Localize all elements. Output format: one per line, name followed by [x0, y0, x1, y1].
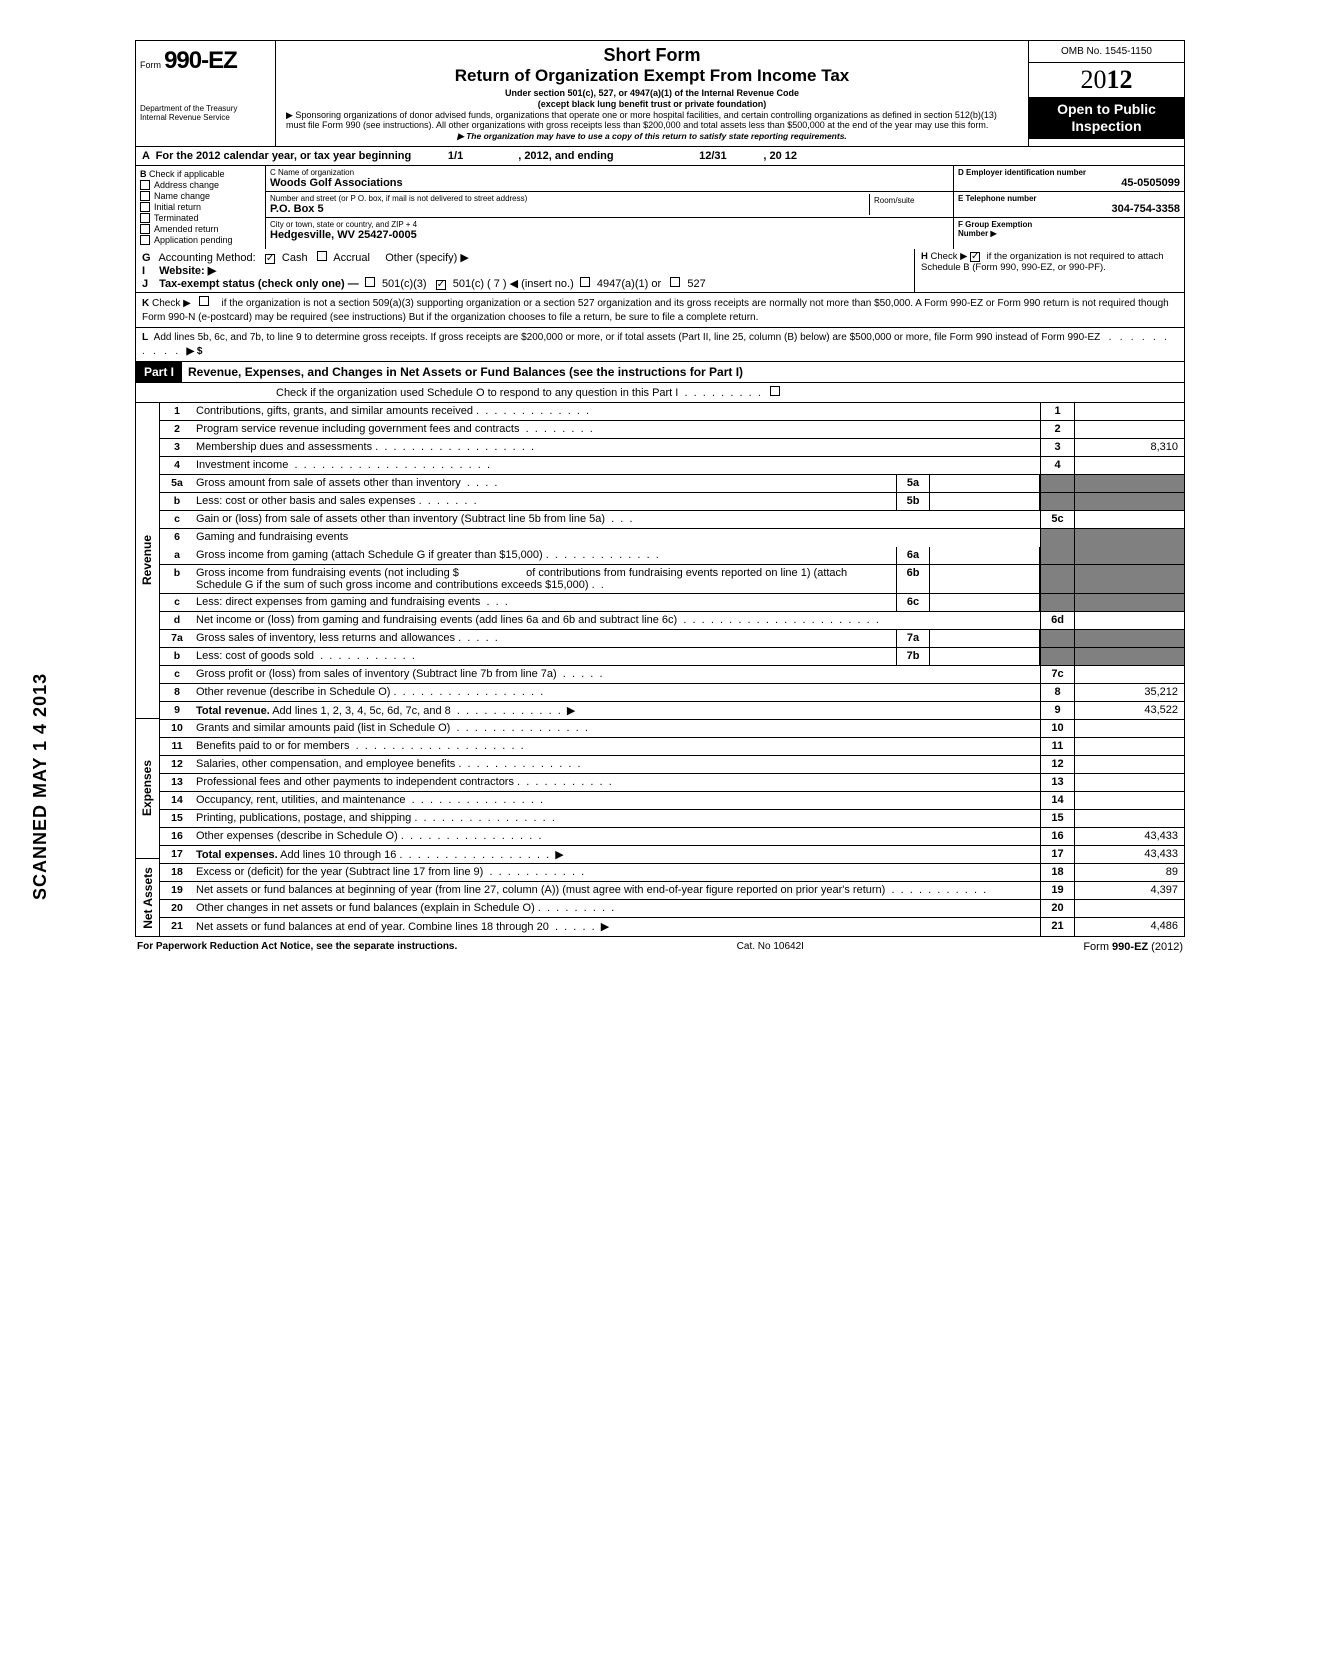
form-prefix: Form	[140, 60, 161, 70]
chk-501c[interactable]	[436, 280, 446, 290]
form-990ez: Form 990-EZ Department of the Treasury I…	[135, 40, 1185, 957]
part1-sub: Check if the organization used Schedule …	[135, 383, 1185, 403]
col-C: C Name of organization Woods Golf Associ…	[266, 166, 954, 249]
short-form-title: Short Form	[282, 45, 1022, 66]
row-GHIJ: G Accounting Method: Cash Accrual Other …	[135, 249, 1185, 293]
footer-left: For Paperwork Reduction Act Notice, see …	[137, 941, 457, 953]
header-right: OMB No. 1545-1150 2012 Open to Public In…	[1029, 41, 1184, 146]
footer-right: Form 990-EZ (2012)	[1083, 941, 1183, 953]
chk-schedule-b[interactable]	[970, 252, 980, 262]
tax-year: 2012	[1029, 63, 1184, 97]
chk-cash[interactable]	[265, 254, 275, 264]
chk-name-change[interactable]	[140, 191, 150, 201]
chk-527[interactable]	[670, 277, 680, 287]
chk-initial-return[interactable]	[140, 202, 150, 212]
val-16: 43,433	[1074, 828, 1184, 845]
chk-address-change[interactable]	[140, 180, 150, 190]
val-18: 89	[1074, 864, 1184, 881]
chk-schedule-o[interactable]	[770, 386, 780, 396]
dept-treasury: Department of the Treasury Internal Reve…	[140, 105, 271, 123]
part1-tag: Part I	[136, 362, 182, 382]
chk-4947[interactable]	[580, 277, 590, 287]
return-title: Return of Organization Exempt From Incom…	[282, 66, 1022, 86]
val-3: 8,310	[1074, 439, 1184, 456]
footer-mid: Cat. No 10642I	[737, 941, 804, 953]
header-mid: Short Form Return of Organization Exempt…	[276, 41, 1029, 146]
val-19: 4,397	[1074, 882, 1184, 899]
part1-table: Revenue Expenses Net Assets 1Contributio…	[135, 403, 1185, 937]
val-17: 43,433	[1074, 846, 1184, 863]
col-DEF: D Employer identification number 45-0505…	[954, 166, 1184, 249]
page-footer: For Paperwork Reduction Act Notice, see …	[135, 937, 1185, 957]
chk-501c3[interactable]	[365, 277, 375, 287]
org-name: Woods Golf Associations	[270, 177, 949, 189]
open-to-public: Open to Public Inspection	[1029, 97, 1184, 139]
side-expenses: Expenses	[141, 760, 155, 816]
form-number: 990-EZ	[164, 47, 237, 74]
side-revenue: Revenue	[141, 535, 155, 585]
header-left: Form 990-EZ Department of the Treasury I…	[136, 41, 276, 146]
chk-accrual[interactable]	[317, 251, 327, 261]
room-suite: Room/suite	[869, 194, 949, 215]
form-header: Form 990-EZ Department of the Treasury I…	[135, 40, 1185, 146]
ein: 45-0505099	[958, 177, 1180, 189]
part1-header: Part I Revenue, Expenses, and Changes in…	[135, 362, 1185, 383]
val-8: 35,212	[1074, 684, 1184, 701]
chk-K[interactable]	[199, 296, 209, 306]
org-address: P.O. Box 5	[270, 203, 869, 215]
row-A: A For the 2012 calendar year, or tax yea…	[135, 146, 1185, 166]
val-21: 4,486	[1074, 918, 1184, 936]
chk-amended[interactable]	[140, 224, 150, 234]
chk-terminated[interactable]	[140, 213, 150, 223]
val-9: 43,522	[1074, 702, 1184, 719]
telephone: 304-754-3358	[958, 203, 1180, 215]
side-netassets: Net Assets	[141, 867, 155, 929]
org-city: Hedgesville, WV 25427-0005	[270, 229, 949, 241]
chk-pending[interactable]	[140, 235, 150, 245]
row-L: L Add lines 5b, 6c, and 7b, to line 9 to…	[135, 328, 1185, 362]
col-B: B Check if applicable Address change Nam…	[136, 166, 266, 249]
omb-number: OMB No. 1545-1150	[1029, 41, 1184, 63]
scanned-stamp: SCANNED MAY 1 4 2013	[30, 673, 51, 900]
section-BCD: B Check if applicable Address change Nam…	[135, 166, 1185, 249]
row-K: K Check ▶ if the organization is not a s…	[135, 293, 1185, 328]
